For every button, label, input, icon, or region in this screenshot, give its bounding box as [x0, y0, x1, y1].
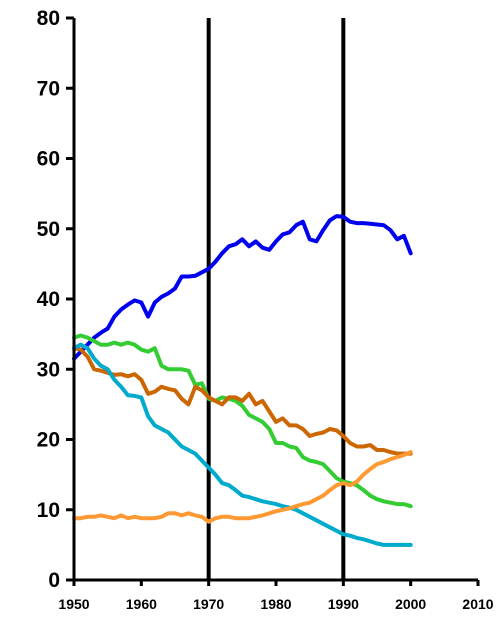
series-lines	[72, 214, 413, 547]
y-tick-label: 0	[48, 569, 60, 592]
y-tick-label: 30	[37, 358, 60, 381]
x-tick-label: 1960	[126, 596, 157, 612]
y-tick-label: 10	[37, 499, 60, 522]
series-line-3	[72, 346, 413, 456]
y-tick-label: 40	[37, 288, 60, 311]
x-tick-label: 1950	[58, 596, 89, 612]
series-line-4	[72, 342, 413, 547]
x-tick-label: 2000	[395, 596, 426, 612]
x-axis-ticks: 1950 1960 1970 1980 1990 2000 2010	[58, 580, 494, 612]
vertical-marker-lines	[206, 18, 346, 580]
y-tick-label: 70	[37, 77, 60, 100]
y-axis-ticks: 0 10 20 30 40 50 60 70 80	[37, 7, 74, 592]
series-line-1	[72, 214, 413, 361]
y-tick-label: 20	[37, 429, 60, 452]
x-tick-label: 1970	[193, 596, 224, 612]
x-tick-label: 2010	[462, 596, 493, 612]
y-tick-label: 50	[37, 218, 60, 241]
y-tick-label: 80	[37, 7, 60, 30]
y-tick-label: 60	[37, 148, 60, 171]
x-tick-label: 1990	[328, 596, 359, 612]
x-tick-label: 1980	[260, 596, 291, 612]
series-line-5	[72, 450, 413, 524]
